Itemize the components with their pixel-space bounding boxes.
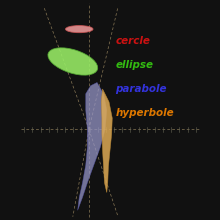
- Text: parabole: parabole: [116, 84, 167, 94]
- Ellipse shape: [66, 26, 93, 33]
- Text: cercle: cercle: [116, 36, 150, 46]
- Text: ellipse: ellipse: [116, 60, 154, 70]
- Polygon shape: [78, 82, 107, 210]
- Text: hyperbole: hyperbole: [116, 108, 174, 118]
- Polygon shape: [101, 89, 112, 192]
- Ellipse shape: [48, 48, 98, 75]
